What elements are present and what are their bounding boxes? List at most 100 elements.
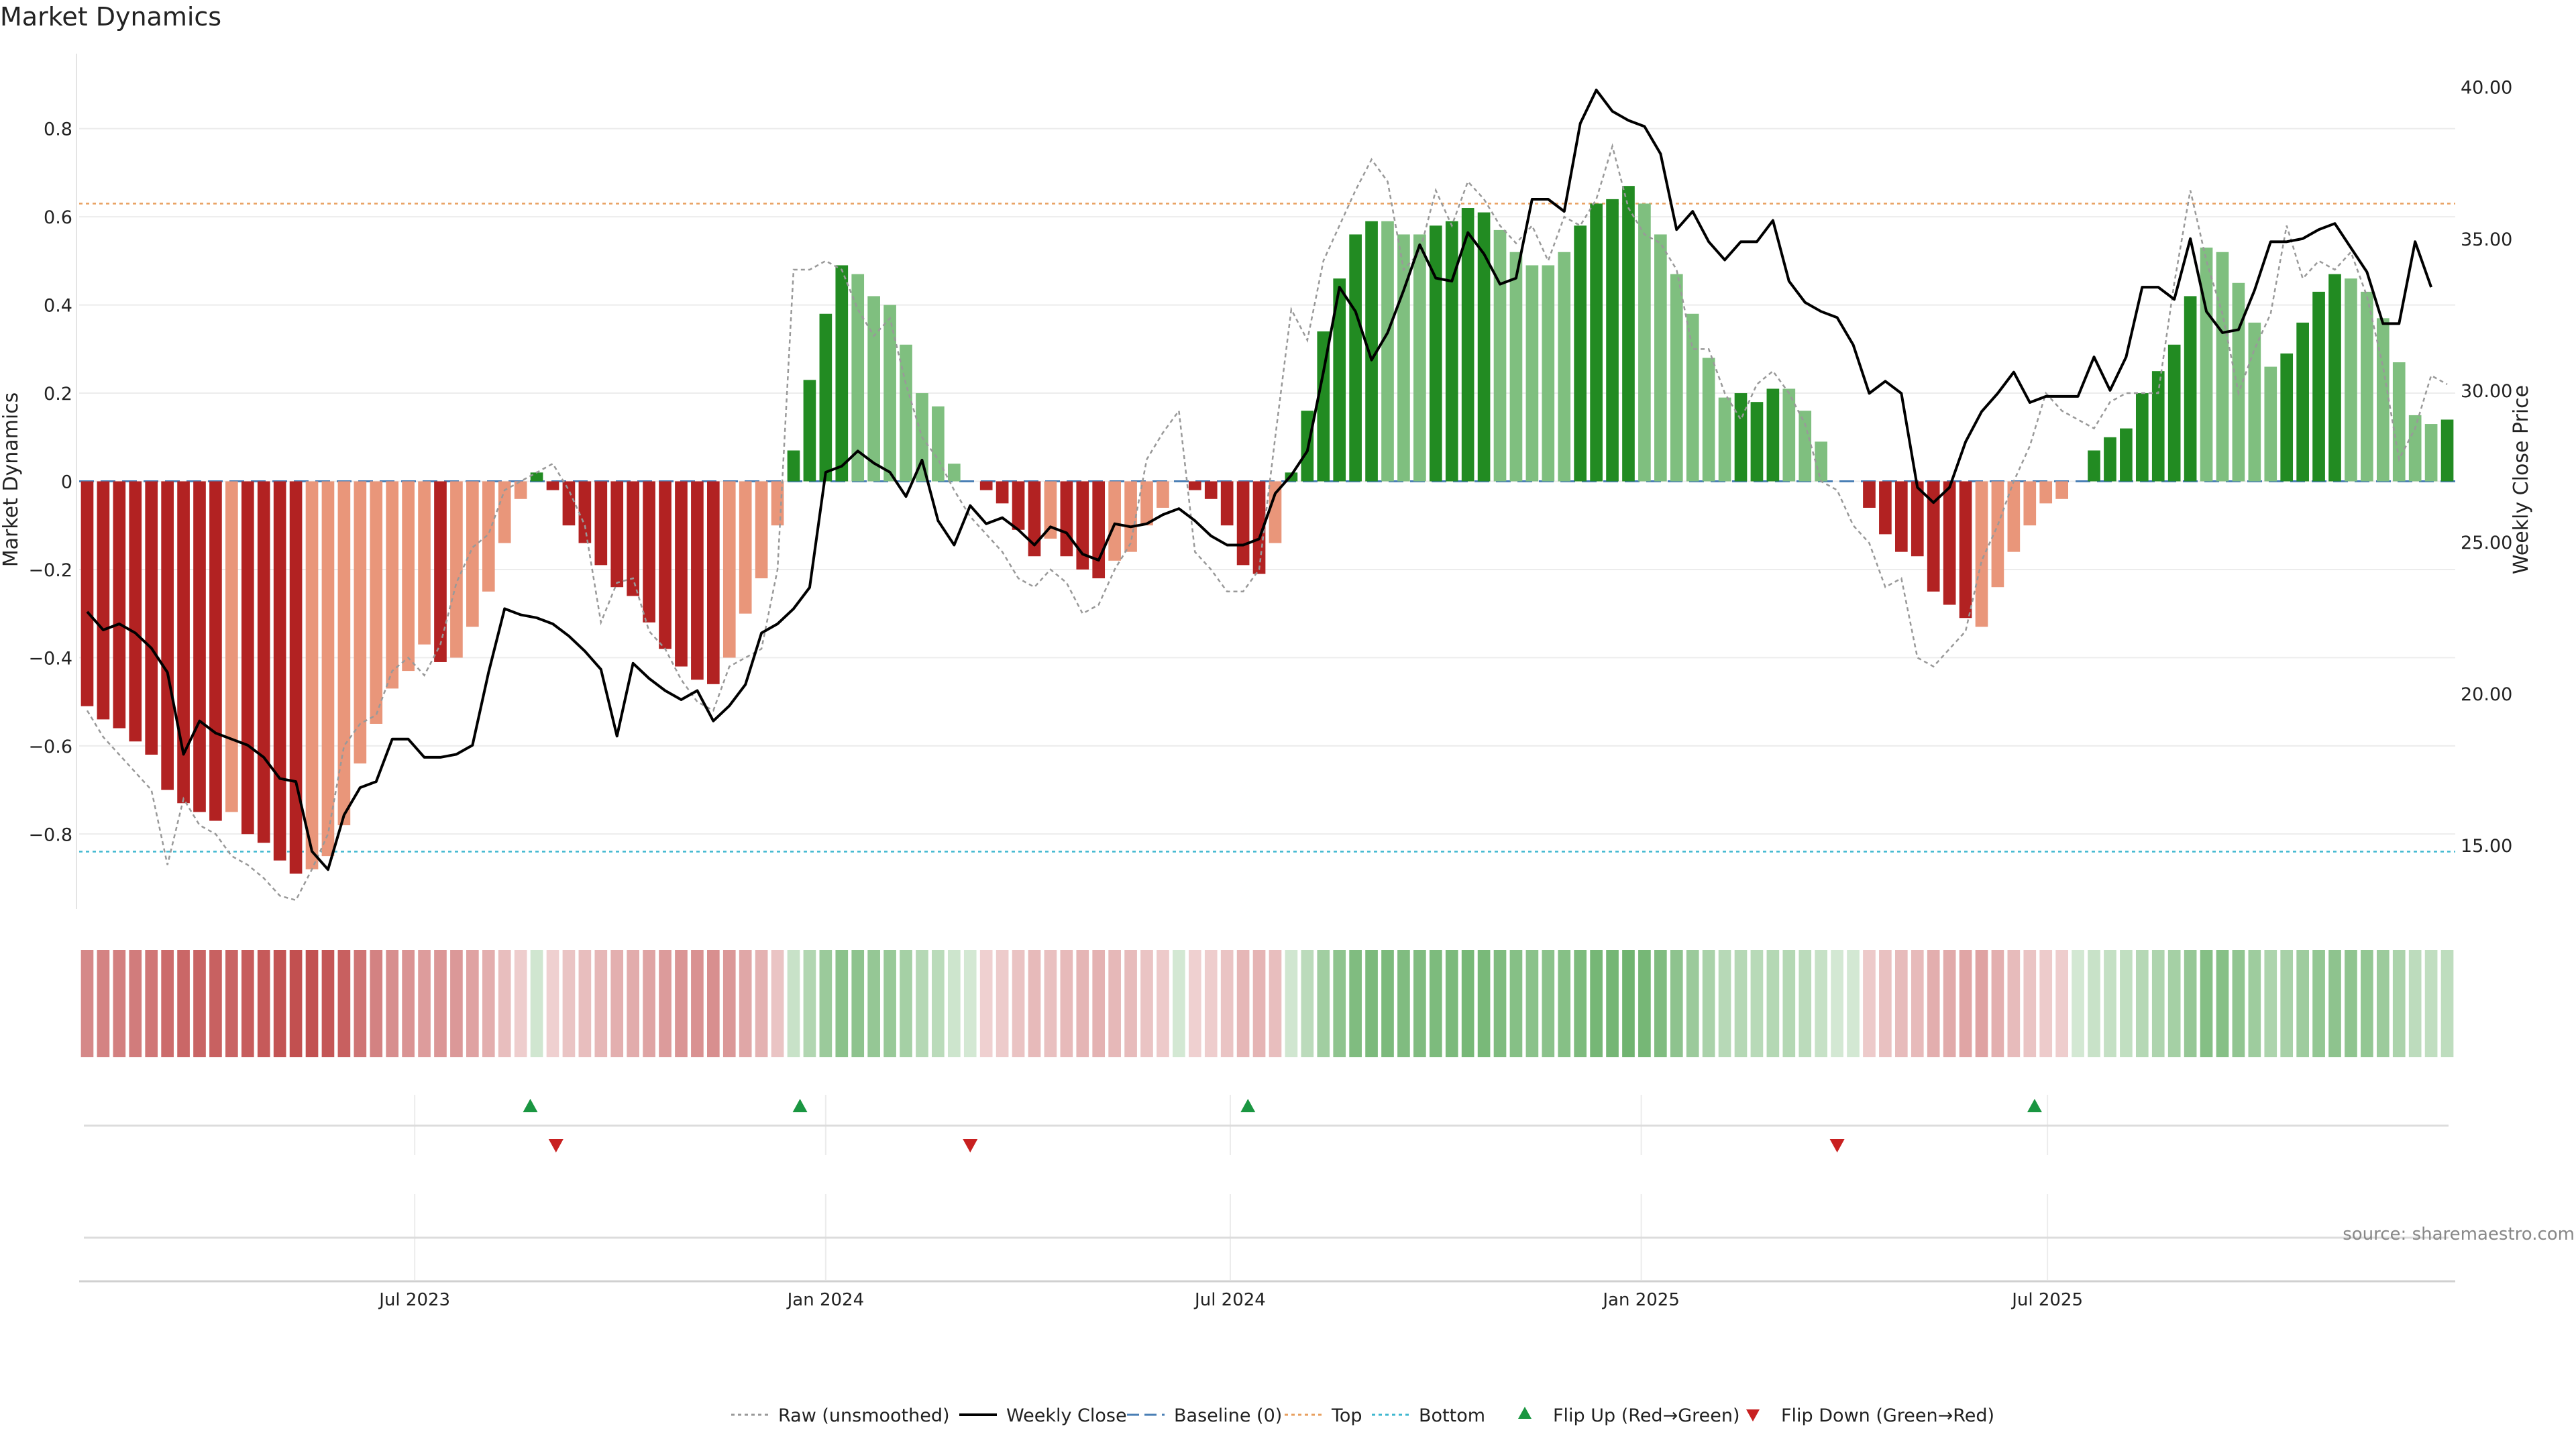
legend-swatch	[1518, 1407, 1532, 1419]
strip-cell	[1542, 950, 1555, 1057]
strip-cell	[1718, 950, 1731, 1057]
bar	[996, 481, 1009, 504]
y-tick-label: −0.6	[28, 737, 72, 757]
bar	[803, 380, 816, 482]
bar	[867, 296, 880, 482]
strip-cell	[835, 950, 849, 1057]
strip-cell	[337, 950, 351, 1057]
bar	[2151, 371, 2165, 482]
strip-cell	[1911, 950, 1924, 1057]
bar	[289, 481, 303, 874]
bar	[354, 481, 367, 764]
bar	[1140, 481, 1153, 526]
bar	[1991, 481, 2004, 588]
bar	[450, 481, 463, 658]
strip-cell	[193, 950, 206, 1057]
strip-cell	[466, 950, 479, 1057]
strip-cell	[1638, 950, 1651, 1057]
bar	[2039, 481, 2053, 504]
bar	[1574, 225, 1587, 482]
strip-cell	[643, 950, 655, 1057]
strip-cell	[2007, 950, 2021, 1057]
bar	[434, 481, 447, 662]
strip-cell	[2167, 950, 2181, 1057]
bar	[1670, 274, 1683, 482]
strip-cell	[963, 950, 977, 1057]
bar	[1333, 278, 1346, 482]
bar	[1157, 481, 1169, 508]
strip-cell	[386, 950, 399, 1057]
strip-cell	[851, 950, 865, 1057]
bar	[1799, 411, 1812, 482]
bar	[1750, 402, 1764, 482]
bar	[2167, 344, 2181, 482]
bar	[659, 481, 672, 649]
strip-cell	[2135, 950, 2149, 1057]
strip-cell	[1397, 950, 1410, 1057]
bar	[2361, 291, 2373, 482]
strip-cell	[1381, 950, 1394, 1057]
strip-cell	[113, 950, 126, 1057]
strip-cell	[2392, 950, 2406, 1057]
bar	[1894, 481, 1908, 552]
bar	[2023, 481, 2037, 526]
strip-cell	[225, 950, 238, 1057]
strip-cell	[1076, 950, 1089, 1057]
y-tick-label: −0.8	[28, 824, 72, 845]
strip-cell	[305, 950, 319, 1057]
bar	[1734, 393, 1748, 482]
y2-tick-label: 25.00	[2461, 533, 2512, 553]
strip-cell	[1847, 950, 1860, 1057]
strip-cell	[1622, 950, 1635, 1057]
strip-cell	[996, 950, 1009, 1057]
bar	[466, 481, 479, 627]
bar	[2280, 353, 2294, 482]
bar	[1060, 481, 1073, 557]
bar	[1702, 358, 1715, 482]
strip-cell	[1220, 950, 1234, 1057]
bar	[1092, 481, 1106, 579]
bar	[1606, 199, 1619, 482]
bar	[755, 481, 768, 579]
strip-cell	[2345, 950, 2357, 1057]
strip-cell	[289, 950, 303, 1057]
y-tick-label: 0	[61, 472, 72, 493]
bar	[2007, 481, 2021, 552]
strip-cell	[1188, 950, 1201, 1057]
bar	[1012, 481, 1025, 530]
x-tick-label: Jan 2025	[1601, 1290, 1680, 1310]
strip-cell	[1590, 950, 1603, 1057]
bar	[1493, 229, 1507, 482]
strip-cell	[659, 950, 672, 1057]
y-tick-label: −0.2	[28, 560, 72, 581]
strip-cell	[2312, 950, 2325, 1057]
bar	[562, 481, 576, 526]
strip-cell	[2023, 950, 2037, 1057]
strip-cell	[1959, 950, 1972, 1057]
bar	[1911, 481, 1924, 557]
strip-cell	[273, 950, 286, 1057]
strip-cell	[562, 950, 576, 1057]
strip-cell	[97, 950, 110, 1057]
strip-cell	[2104, 950, 2116, 1057]
flip-up-marker	[2027, 1099, 2042, 1112]
bar	[177, 481, 190, 804]
strip-cell	[1766, 950, 1780, 1057]
bar	[1542, 265, 1555, 482]
strip-cell	[402, 950, 415, 1057]
y2-tick-label: 40.00	[2461, 78, 2512, 99]
x-axis: Jul 2023 Jan 2024 Jul 2024 Jan 2025 Jul 2025	[79, 1280, 2455, 1310]
strip-cell	[2296, 950, 2309, 1057]
y-axis-label: Market Dynamics	[0, 392, 23, 568]
strip-cell	[2055, 950, 2068, 1057]
bar	[2088, 450, 2100, 482]
strip-cell	[1044, 950, 1057, 1057]
y-axis-left: 0.8 0.6 0.4 0.2 0 −0.2 −0.4 −0.6 −0.8	[28, 54, 77, 909]
bar	[979, 481, 993, 490]
legend-item: Flip Down (Green→Red)	[1746, 1405, 1994, 1426]
bar	[193, 481, 206, 812]
bar	[1509, 252, 1523, 482]
strip-cell	[1670, 950, 1683, 1057]
source-note: source: sharemaestro.com	[2343, 1224, 2575, 1244]
strip-cell	[722, 950, 736, 1057]
